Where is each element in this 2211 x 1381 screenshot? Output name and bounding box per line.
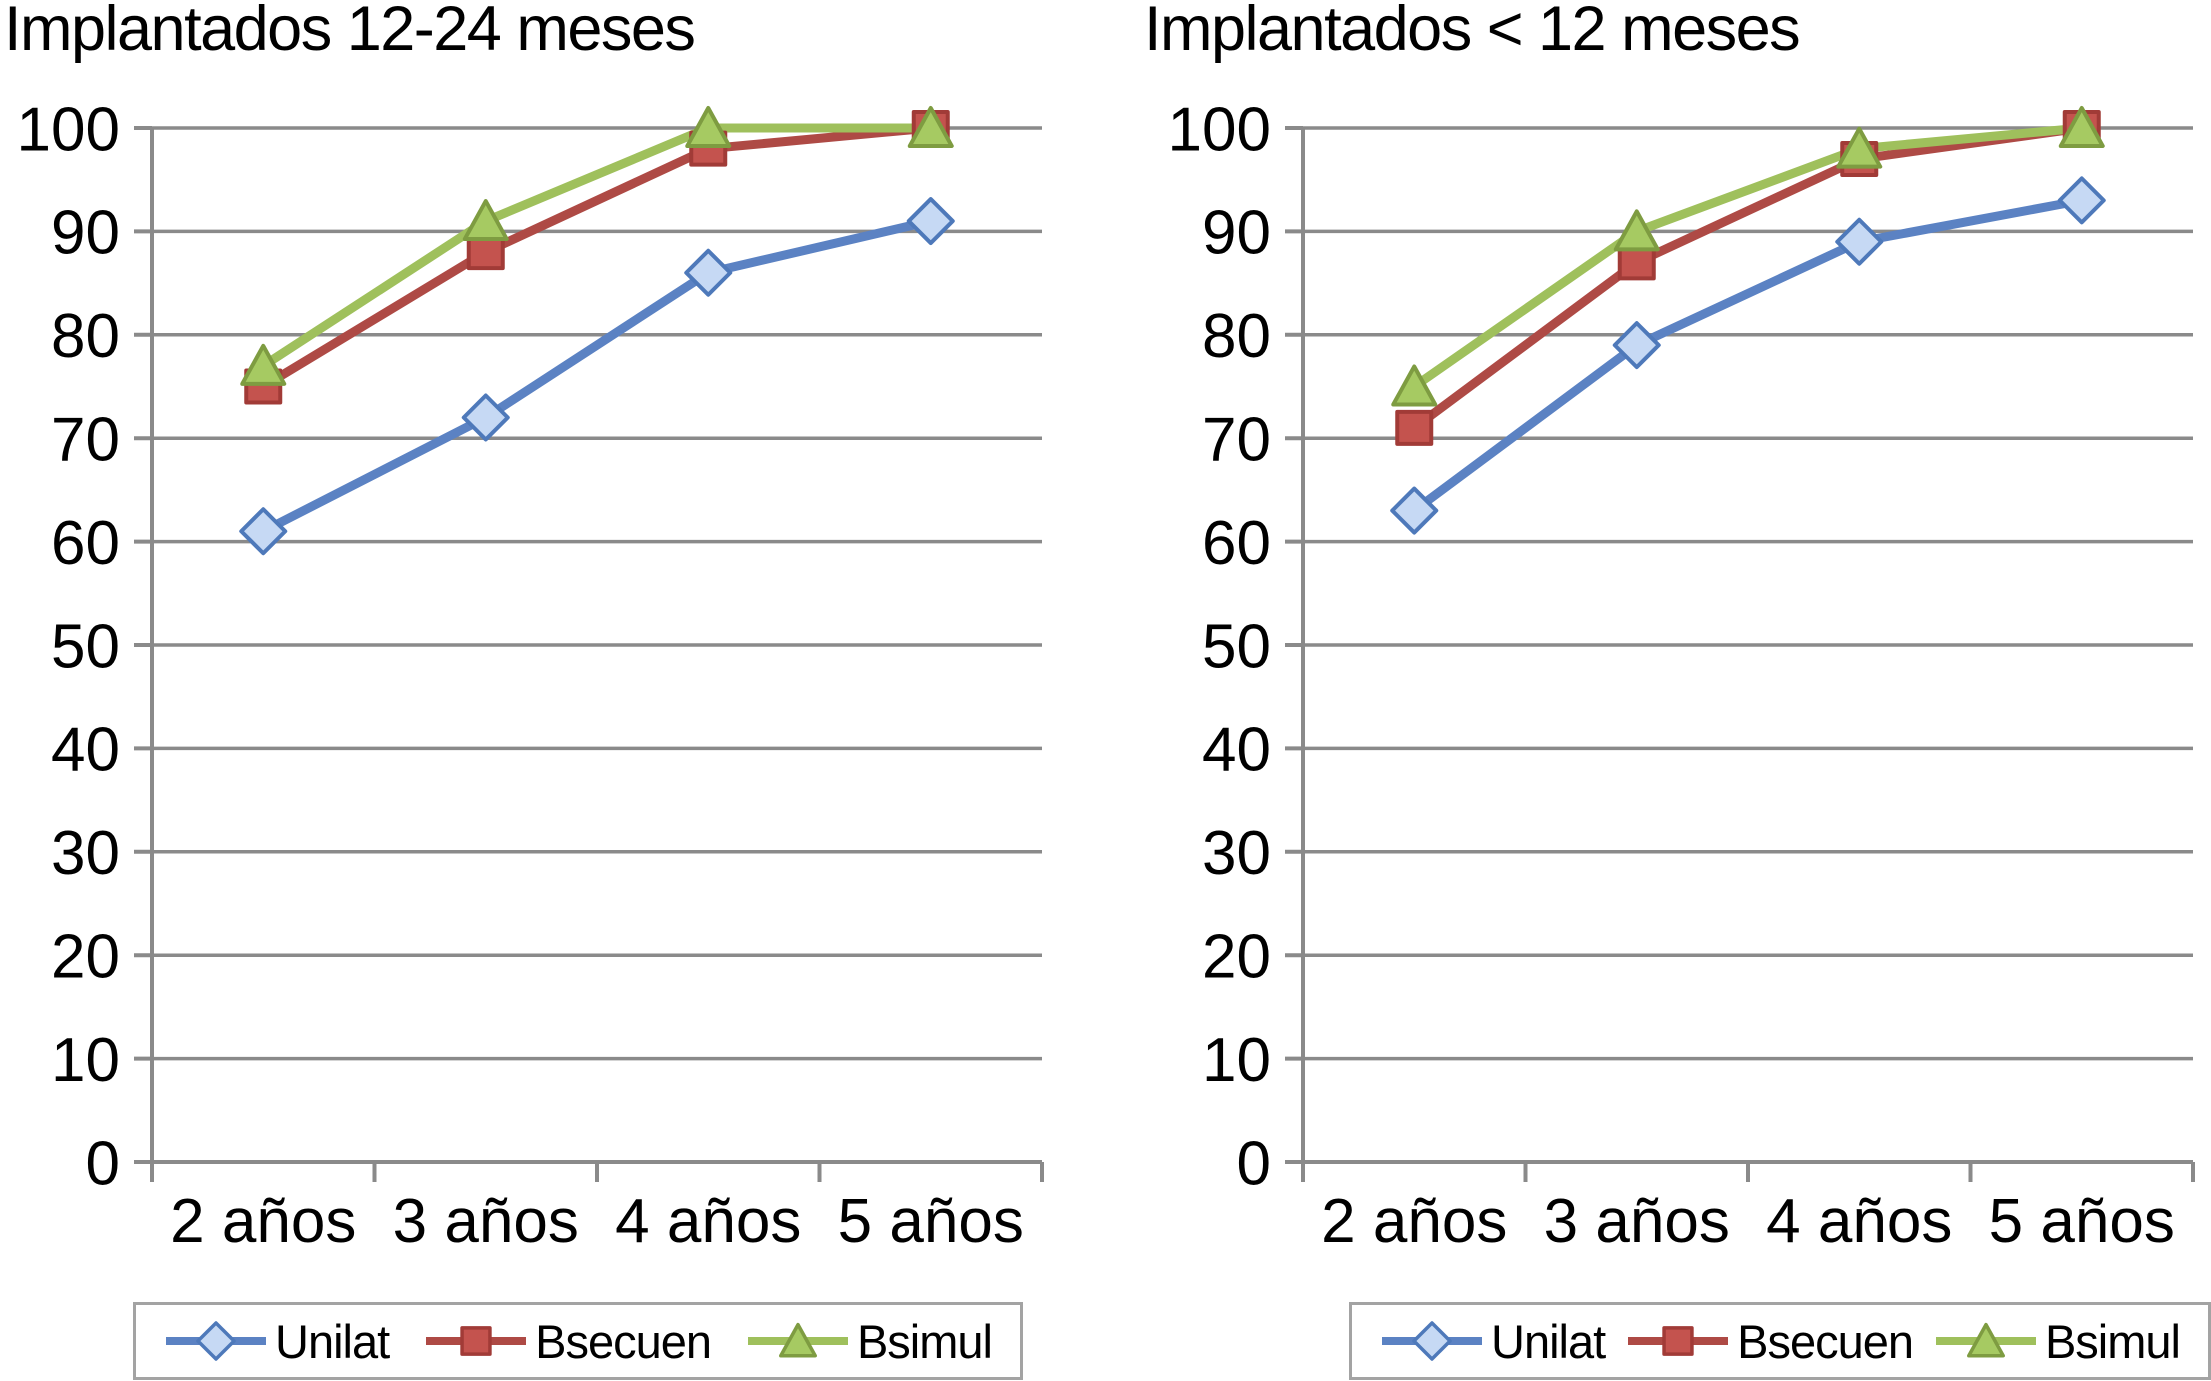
legend-marker-triangle-icon <box>1935 1322 2036 1358</box>
legend-item-bsecuen: Bsecuen <box>424 1314 712 1368</box>
legend-marker-shape <box>778 1322 817 1358</box>
legend-item-bsimul: Bsimul <box>1934 1314 2181 1368</box>
x-axis-label-2-anos: 2 años <box>170 1187 356 1256</box>
legend-marker-diamond-icon <box>166 1321 266 1361</box>
x-axis-label-5-anos: 5 años <box>838 1187 1024 1256</box>
y-axis-label-10: 10 <box>1202 1026 1271 1095</box>
marker-bsimul-3-años <box>462 199 509 242</box>
legend-label-unilat: Unilat <box>1491 1314 1606 1368</box>
marker-unilat-4-años <box>684 248 733 297</box>
y-axis-label-100: 100 <box>1168 95 1271 164</box>
legend-item-unilat: Unilat <box>164 1314 390 1368</box>
legend-label-bsimul: Bsimul <box>2044 1314 2181 1368</box>
y-axis-label-90: 90 <box>51 199 120 268</box>
marker-unilat-2-años <box>1390 486 1439 535</box>
legend-marker-shape <box>1966 1322 2005 1358</box>
y-axis-label-90: 90 <box>1202 199 1271 268</box>
series-line-bsimul <box>258 123 936 371</box>
y-axis-label-80: 80 <box>51 302 120 371</box>
legend: Unilat Bsecuen Bsimul <box>1349 1302 2211 1380</box>
legend-marker-square-icon <box>1628 1326 1729 1356</box>
marker-unilat-5-años <box>2057 176 2106 225</box>
y-axis-label-20: 20 <box>1202 923 1271 992</box>
y-axis-label-40: 40 <box>51 716 120 785</box>
legend-marker-square-icon <box>426 1326 527 1356</box>
chart-title: Implantados < 12 meses <box>1144 0 1801 64</box>
y-axis-label-100: 100 <box>17 95 120 164</box>
marker-unilat-3-años <box>461 393 510 442</box>
x-axis-label-3-anos: 3 años <box>1544 1187 1730 1256</box>
x-axis-label-5-anos: 5 años <box>1989 1187 2175 1256</box>
y-axis-label-20: 20 <box>51 923 120 992</box>
x-axis-label-3-anos: 3 años <box>393 1187 579 1256</box>
y-axis-label-0: 0 <box>86 1129 120 1198</box>
legend-item-bsimul: Bsimul <box>746 1314 993 1368</box>
legend-marker-shape <box>1412 1321 1452 1361</box>
legend: Unilat Bsecuen Bsimul <box>133 1302 1023 1380</box>
series-line-unilat <box>1409 195 2087 516</box>
marker-bsimul-3-años <box>1613 209 1660 252</box>
legend-label-bsecuen: Bsecuen <box>1737 1314 1914 1368</box>
legend-item-unilat: Unilat <box>1380 1314 1606 1368</box>
x-axis-label-4-anos: 4 años <box>1766 1187 1952 1256</box>
y-axis-label-80: 80 <box>1202 302 1271 371</box>
series-line-unilat <box>258 216 936 536</box>
x-axis-label-2-anos: 2 años <box>1321 1187 1507 1256</box>
y-axis-label-10: 10 <box>51 1026 120 1095</box>
y-axis-label-60: 60 <box>51 509 120 578</box>
chart-title: Implantados 12-24 meses <box>4 0 696 64</box>
series-line-bsecuen <box>258 123 936 391</box>
marker-unilat-5-años <box>906 197 955 246</box>
chart-implantados-menos-12-meses: Implantados < 12 meses 0 10 20 30 40 50 60 70 80… <box>1106 0 2211 1381</box>
y-axis-label-30: 30 <box>51 819 120 888</box>
series-line-bsimul <box>1409 123 2087 391</box>
legend-item-bsecuen: Bsecuen <box>1626 1314 1914 1368</box>
y-axis-label-30: 30 <box>1202 819 1271 888</box>
legend-marker-diamond-icon <box>1382 1321 1482 1361</box>
legend-marker-shape <box>460 1326 492 1356</box>
marker-bsimul-2-años <box>1391 364 1438 407</box>
marker-bsimul-5-años <box>907 106 954 148</box>
legend-label-unilat: Unilat <box>275 1314 390 1368</box>
marker-unilat-2-años <box>239 507 288 556</box>
y-axis-label-60: 60 <box>1202 509 1271 578</box>
marker-bsimul-4-años <box>1836 126 1883 169</box>
marker-unilat-3-años <box>1612 321 1661 370</box>
y-axis-label-50: 50 <box>51 612 120 681</box>
y-axis-label-40: 40 <box>1202 716 1271 785</box>
y-axis-label-70: 70 <box>1202 406 1271 475</box>
y-axis-label-0: 0 <box>1237 1129 1271 1198</box>
x-axis-label-4-anos: 4 años <box>615 1187 801 1256</box>
marker-bsimul-2-años <box>240 343 287 386</box>
chart-plot-area: 0 10 20 30 40 50 60 70 80 90 100 2 años 3 años 4 años… <box>17 95 1044 1256</box>
marker-bsimul-5-años <box>2058 106 2105 148</box>
chart-plot-area: 0 10 20 30 40 50 60 70 80 90 100 2 años 3 años 4 años… <box>1168 95 2195 1256</box>
chart-implantados-12-24-meses: Implantados 12-24 meses 0 10 20 30 40 50 60 70 8… <box>0 0 1105 1381</box>
marker-bsimul-4-años <box>685 106 732 148</box>
legend-marker-shape <box>1662 1326 1694 1356</box>
legend-label-bsimul: Bsimul <box>856 1314 993 1368</box>
y-axis-label-50: 50 <box>1202 612 1271 681</box>
series-line-bsecuen <box>1409 123 2087 433</box>
legend-label-bsecuen: Bsecuen <box>535 1314 712 1368</box>
y-axis-label-70: 70 <box>51 406 120 475</box>
legend-marker-shape <box>196 1321 236 1361</box>
legend-marker-triangle-icon <box>747 1322 848 1358</box>
marker-bsecuen-2-años <box>1395 409 1434 446</box>
marker-unilat-4-años <box>1835 217 1884 266</box>
